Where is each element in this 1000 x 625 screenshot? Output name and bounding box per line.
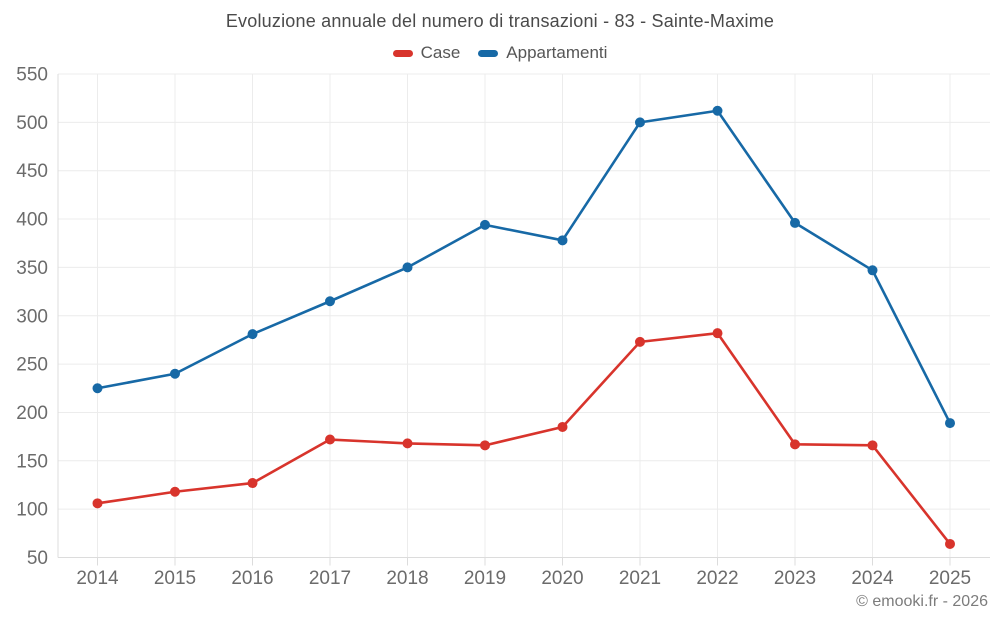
- data-point-appartamenti-2021[interactable]: [635, 117, 645, 128]
- y-tick-label: 450: [16, 161, 48, 182]
- y-tick-label: 550: [16, 65, 48, 86]
- data-point-appartamenti-2014[interactable]: [92, 383, 103, 394]
- x-tick-label: 2020: [541, 568, 583, 589]
- data-point-case-2023[interactable]: [790, 439, 800, 450]
- legend: Case Appartamenti: [0, 43, 1000, 63]
- data-point-case-2021[interactable]: [635, 336, 645, 347]
- data-point-case-2022[interactable]: [712, 328, 723, 339]
- appartamenti-series-swatch-icon: [478, 49, 499, 57]
- x-tick-label: 2017: [309, 568, 351, 589]
- legend-label-appartamenti: Appartamenti: [506, 43, 608, 62]
- data-point-appartamenti-2025[interactable]: [945, 418, 955, 429]
- y-tick-label: 200: [16, 403, 48, 424]
- data-point-appartamenti-2022[interactable]: [712, 105, 723, 116]
- data-point-case-2019[interactable]: [480, 440, 490, 451]
- x-tick-label: 2015: [154, 568, 196, 589]
- x-tick-label: 2018: [386, 568, 428, 589]
- y-tick-label: 50: [27, 548, 48, 569]
- x-tick-label: 2014: [76, 568, 119, 589]
- data-point-appartamenti-2023[interactable]: [790, 217, 800, 228]
- data-point-appartamenti-2015[interactable]: [170, 368, 180, 379]
- y-tick-label: 400: [16, 210, 48, 231]
- series-line-case: [96, 331, 952, 546]
- data-point-appartamenti-2019[interactable]: [480, 219, 490, 230]
- x-tick-label: 2022: [696, 568, 738, 589]
- series-appartamenti: [92, 105, 955, 429]
- series-line-appartamenti: [96, 109, 952, 425]
- x-tick-label: 2016: [231, 568, 273, 589]
- data-point-case-2025[interactable]: [945, 538, 955, 549]
- data-point-appartamenti-2017[interactable]: [325, 296, 335, 307]
- x-axis-labels: 2014 2015 2016 2017 2018 2019 2020 2021 2022 2023…: [76, 568, 971, 589]
- data-point-case-2024[interactable]: [867, 440, 878, 451]
- data-point-case-2014[interactable]: [92, 498, 103, 509]
- copyright-notice: © emooki.fr - 2026: [856, 593, 988, 610]
- data-point-appartamenti-2016[interactable]: [247, 329, 258, 340]
- legend-label-case: Case: [420, 43, 461, 62]
- y-tick-label: 150: [16, 451, 48, 472]
- x-tick-label: 2024: [851, 568, 894, 589]
- x-tick-label: 2023: [774, 568, 816, 589]
- y-tick-label: 100: [16, 500, 48, 521]
- legend-item-case[interactable]: Case: [392, 43, 461, 63]
- x-tick-label: 2019: [464, 568, 506, 589]
- y-axis-labels: 50 100 150 200 250 300 350 400 450 500 550: [16, 65, 48, 570]
- data-point-appartamenti-2020[interactable]: [557, 235, 568, 246]
- axes: [57, 74, 990, 566]
- y-tick-label: 250: [16, 355, 48, 376]
- data-point-appartamenti-2018[interactable]: [402, 262, 413, 273]
- data-point-case-2015[interactable]: [170, 486, 180, 497]
- y-tick-label: 300: [16, 306, 48, 327]
- y-tick-label: 350: [16, 258, 48, 279]
- series-case: [92, 328, 955, 549]
- gridlines: [58, 73, 990, 558]
- legend-item-appartamenti[interactable]: Appartamenti: [478, 43, 607, 63]
- data-point-case-2017[interactable]: [325, 434, 335, 445]
- data-point-appartamenti-2024[interactable]: [867, 265, 878, 276]
- data-point-case-2016[interactable]: [247, 478, 258, 489]
- x-tick-label: 2025: [929, 568, 971, 589]
- y-tick-label: 500: [16, 113, 48, 134]
- chart-title: Evoluzione annuale del numero di transaz…: [225, 11, 775, 31]
- case-series-swatch-icon: [392, 49, 413, 57]
- data-point-case-2020[interactable]: [557, 421, 568, 432]
- data-point-case-2018[interactable]: [402, 438, 413, 449]
- x-tick-label: 2021: [619, 568, 661, 589]
